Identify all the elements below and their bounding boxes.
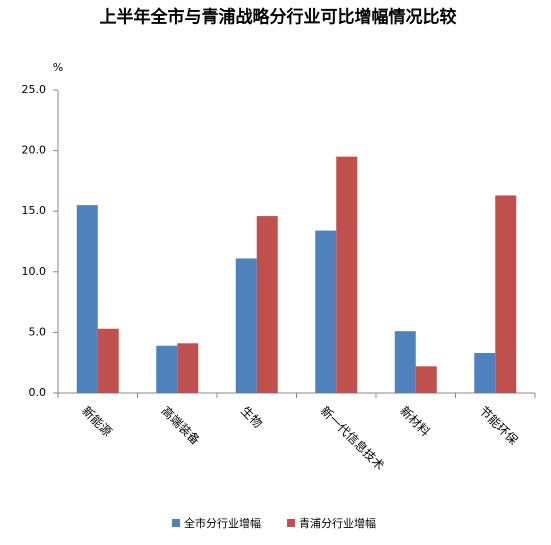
bar [156,345,178,393]
bar [235,258,257,393]
legend-swatch [287,519,295,527]
x-tick-label: 节能环保 [477,404,521,448]
y-tick-label: 20.0 [22,144,47,157]
bar [315,230,337,393]
bar [336,156,358,393]
x-tick-label: 新能源 [79,403,115,439]
x-tick-label: 生物 [238,404,265,431]
y-tick-label: 15.0 [22,204,47,217]
y-tick-label: 25.0 [22,83,47,96]
x-tick-label: 高端装备 [159,403,204,448]
bar [256,216,278,393]
legend-label: 全市分行业增幅 [184,516,261,530]
bar [394,331,416,393]
bar [495,195,517,393]
bar [97,328,119,393]
bar [76,205,98,393]
bar [415,366,437,393]
y-tick-label: 0.0 [29,386,47,399]
y-tick-label: 10.0 [22,265,47,278]
legend-label: 青浦分行业增幅 [299,516,376,530]
chart-title: 上半年全市与青浦战略分行业可比增幅情况比较 [100,7,457,28]
bar [474,353,496,393]
y-tick-label: 5.0 [29,325,47,338]
bar [177,343,199,393]
x-tick-label: 新一代信息技术 [318,403,388,473]
y-unit: % [53,61,63,74]
x-tick-label: 新材料 [397,403,433,439]
legend-swatch [172,519,180,527]
